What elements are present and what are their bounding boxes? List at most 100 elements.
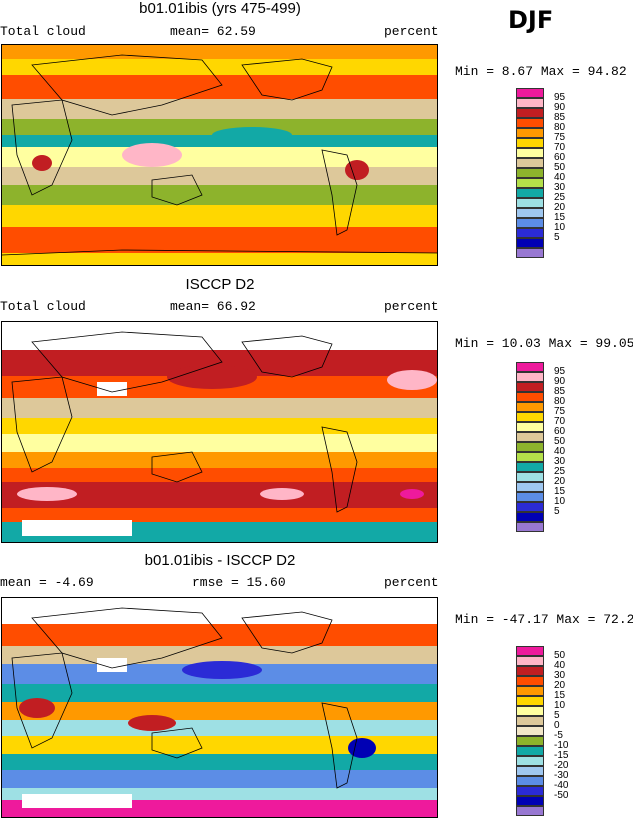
map-model-land-sa — [321, 149, 358, 236]
legend-label: 5 — [554, 232, 560, 243]
legend-swatch — [516, 178, 544, 188]
legend-swatch — [516, 492, 544, 502]
legend-label: 40 — [554, 172, 566, 183]
legend-swatch — [516, 462, 544, 472]
legend-swatch — [516, 706, 544, 716]
legend-label: 25 — [554, 466, 566, 477]
map-diff-land-australia — [151, 727, 203, 759]
map-obs-land-na — [241, 335, 333, 378]
legend-label: -30 — [554, 770, 569, 781]
legend-label: 25 — [554, 192, 566, 203]
map-model-land-na — [241, 58, 333, 101]
legend-label: 75 — [554, 406, 566, 417]
legend-swatch — [516, 676, 544, 686]
legend-swatch — [516, 442, 544, 452]
panel-units-model: percent — [384, 24, 439, 39]
legend-label: 15 — [554, 486, 566, 497]
legend-swatch — [516, 108, 544, 118]
panel-variable-model: Total cloud — [0, 24, 86, 39]
panel-title-obs: ISCCP D2 — [185, 276, 255, 293]
map-obs-band-missing-north — [2, 322, 437, 350]
legend-label: 85 — [554, 112, 566, 123]
legend-swatch — [516, 88, 544, 98]
legend-label: 20 — [554, 476, 566, 487]
legend-swatch — [516, 766, 544, 776]
legend-swatch — [516, 646, 544, 656]
legend-swatch — [516, 472, 544, 482]
legend-diff-swatches: 50 40 30 20 15 10 5 0 -5 -10 -15 -20 -30 -40 -50 — [516, 646, 568, 816]
legend-swatch — [516, 362, 544, 372]
map-obs-missing-tibet — [97, 382, 127, 396]
map-model-band-storm-south — [2, 227, 437, 253]
legend-swatch — [516, 138, 544, 148]
legend-swatch — [516, 158, 544, 168]
legend-label: -5 — [554, 730, 563, 741]
legend-swatch — [516, 198, 544, 208]
legend-swatch — [516, 786, 544, 796]
map-model-blob-warm-pool — [122, 143, 182, 167]
legend-obs-swatches: 95 90 85 80 75 70 60 50 40 30 25 20 15 10 5 — [516, 362, 565, 532]
map-obs-land-eurasia — [31, 331, 223, 393]
map-model-land-eurasia — [31, 54, 223, 116]
legend-label: 95 — [554, 92, 566, 103]
legend-swatch — [516, 686, 544, 696]
panel-rmse-diff: rmse = 15.60 — [192, 575, 286, 590]
legend-swatch — [516, 412, 544, 422]
map-obs-land-sa — [321, 426, 358, 513]
legend-label: 80 — [554, 396, 566, 407]
map-model-band-arctic — [2, 45, 437, 59]
map-obs — [1, 321, 438, 543]
legend-swatch — [516, 796, 544, 806]
legend-swatch — [516, 382, 544, 392]
legend-swatch — [516, 756, 544, 766]
legend-label: 80 — [554, 122, 566, 133]
panel-variable-obs: Total cloud — [0, 299, 86, 314]
legend-swatch — [516, 656, 544, 666]
map-diff-svg — [2, 598, 437, 817]
legend-label: 20 — [554, 680, 566, 691]
legend-swatch — [516, 736, 544, 746]
legend-swatch — [516, 402, 544, 412]
legend-swatch — [516, 372, 544, 382]
legend-label: -15 — [554, 750, 569, 761]
panel-minmax-diff: Min = -47.17 Max = 72.22 — [455, 612, 633, 627]
map-model — [1, 44, 438, 266]
legend-swatch — [516, 696, 544, 706]
panel-units-obs: percent — [384, 299, 439, 314]
panel-minmax-obs: Min = 10.03 Max = 99.05 — [455, 336, 633, 351]
map-model-band-storm-north — [2, 75, 437, 99]
legend-model-swatches: 95 90 85 80 75 70 60 50 40 30 25 20 15 10 5 — [516, 88, 565, 258]
panel-mean-model: mean= 62.59 — [170, 24, 256, 39]
legend-label: 50 — [554, 162, 566, 173]
legend-swatch — [516, 522, 544, 532]
map-model-land-australia — [151, 174, 203, 206]
map-diff-missing-tibet — [97, 658, 127, 672]
panel-title-model: b01.01ibis (yrs 475-499) — [139, 0, 301, 17]
legend-label: 10 — [554, 496, 566, 507]
legend-swatch — [516, 502, 544, 512]
legend-label: 30 — [554, 670, 566, 681]
legend-swatch — [516, 188, 544, 198]
map-diff-land-na — [241, 611, 333, 654]
legend-swatch — [516, 726, 544, 736]
panel-minmax-model: Min = 8.67 Max = 94.82 — [455, 64, 627, 79]
legend-swatch — [516, 716, 544, 726]
legend-label: 60 — [554, 152, 566, 163]
legend-model: 95 90 85 80 75 70 60 50 40 30 25 20 15 10 5 — [516, 88, 565, 258]
legend-label: 0 — [554, 720, 560, 731]
panel-units-diff: percent — [384, 575, 439, 590]
legend-label: 50 — [554, 436, 566, 447]
legend-label: 70 — [554, 142, 566, 153]
legend-label: 30 — [554, 456, 566, 467]
panel-title-diff: b01.01ibis - ISCCP D2 — [144, 552, 296, 569]
map-diff-missing-antarctic — [22, 794, 132, 808]
legend-swatch — [516, 776, 544, 786]
legend-swatch — [516, 128, 544, 138]
legend-label: 15 — [554, 690, 566, 701]
legend-swatch — [516, 746, 544, 756]
legend-label: 30 — [554, 182, 566, 193]
legend-diff: 50 40 30 20 15 10 5 0 -5 -10 -15 -20 -30 -40 -50 — [516, 646, 568, 816]
map-diff-land-eurasia — [31, 607, 223, 669]
map-model-svg — [2, 45, 437, 265]
map-model-land-antarctica — [2, 249, 437, 256]
